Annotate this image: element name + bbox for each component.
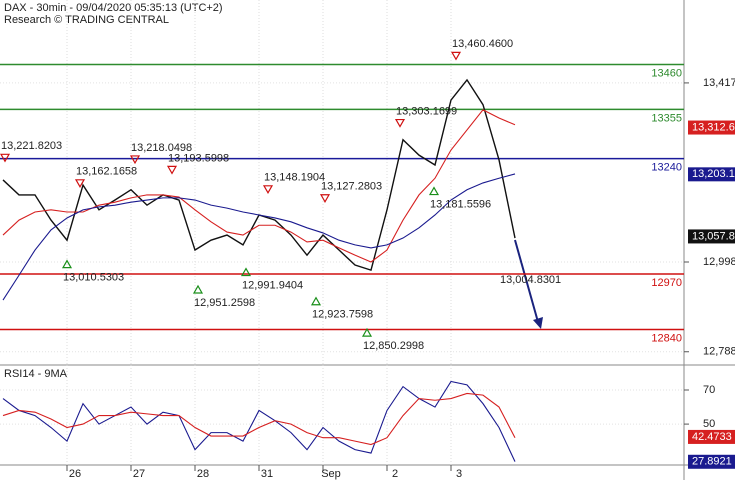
annotation-label: 13,221.8203	[1, 140, 62, 152]
x-tick-label: 26	[69, 468, 81, 480]
price-tag-label: 13,203.1	[692, 168, 735, 180]
chart-subtitle: Research © TRADING CENTRAL	[4, 14, 169, 26]
annotation-label: 13,181.5596	[430, 198, 491, 210]
annotation-marker	[240, 267, 252, 277]
level-label: 13240	[651, 161, 682, 173]
annotation-label: 13,010.5303	[63, 272, 124, 284]
price-tag-label: 13,057.8	[692, 230, 735, 242]
price-tag	[688, 120, 735, 135]
level-label: 13355	[651, 112, 682, 124]
annotation-marker	[450, 51, 462, 61]
price-tag-label: 13,312.6	[692, 121, 735, 133]
annotation-label: 13,303.1699	[396, 105, 457, 117]
annotation-marker	[394, 118, 406, 128]
annotation-marker	[428, 186, 440, 196]
annotation-marker	[361, 327, 373, 337]
series-line	[2, 173, 516, 301]
series-line	[2, 109, 516, 263]
annotation-label: 13,148.1904	[264, 172, 325, 184]
annotation-marker	[192, 284, 204, 294]
y-tick-label: 50	[703, 418, 715, 430]
level-label: 13460	[651, 67, 682, 79]
annotation-label: 13,162.1658	[76, 166, 137, 178]
price-tag	[688, 167, 735, 182]
annotation-label: 13,193.5998	[168, 152, 229, 164]
x-tick-label: Sep	[321, 468, 341, 480]
annotation-marker	[74, 179, 86, 189]
level-label: 12970	[651, 277, 682, 289]
annotation-label: 12,923.7598	[312, 309, 373, 321]
price-tag	[688, 229, 735, 244]
annotation-label: 12,951.2598	[194, 297, 255, 309]
price-tag-label: 42.4733	[692, 431, 732, 443]
annotation-marker	[310, 296, 322, 306]
x-tick-label: 27	[133, 468, 145, 480]
x-tick-label: 2	[392, 468, 398, 480]
forecast-arrow	[514, 239, 539, 323]
annotation-label: 13,460.4600	[452, 38, 513, 50]
annotation-label: 13,004.8301	[500, 274, 561, 286]
annotation-marker	[319, 194, 331, 203]
y-tick-label: 12,788	[703, 346, 735, 358]
annotation-label: 13,218.0498	[131, 142, 192, 154]
x-tick-label: 31	[261, 468, 273, 480]
price-tag-label: 27.8921	[692, 456, 732, 468]
series-line	[2, 380, 516, 462]
x-tick-label: 3	[456, 468, 462, 480]
chart-title: DAX - 30min - 09/04/2020 05:35:13 (UTC+2…	[4, 2, 223, 14]
forecast-arrowhead	[533, 317, 543, 329]
level-label: 12840	[651, 332, 682, 344]
y-tick-label: 13,417	[703, 77, 735, 89]
rsi-title: RSI14 - 9MA	[4, 368, 68, 380]
series-line	[2, 392, 516, 446]
x-tick-label: 28	[197, 468, 209, 480]
annotation-marker	[166, 165, 178, 175]
annotation-label: 12,850.2998	[363, 340, 424, 352]
annotation-marker	[61, 259, 73, 269]
annotation-label: 13,127.2803	[321, 181, 382, 193]
price-tag	[688, 429, 735, 444]
y-tick-label: 70	[703, 384, 715, 396]
price-tag	[688, 454, 735, 469]
annotation-marker	[262, 185, 274, 195]
annotation-marker	[129, 155, 141, 165]
annotation-label: 12,991.9404	[242, 279, 303, 291]
annotation-marker	[0, 153, 11, 163]
y-tick-label: 12,998	[703, 256, 735, 268]
